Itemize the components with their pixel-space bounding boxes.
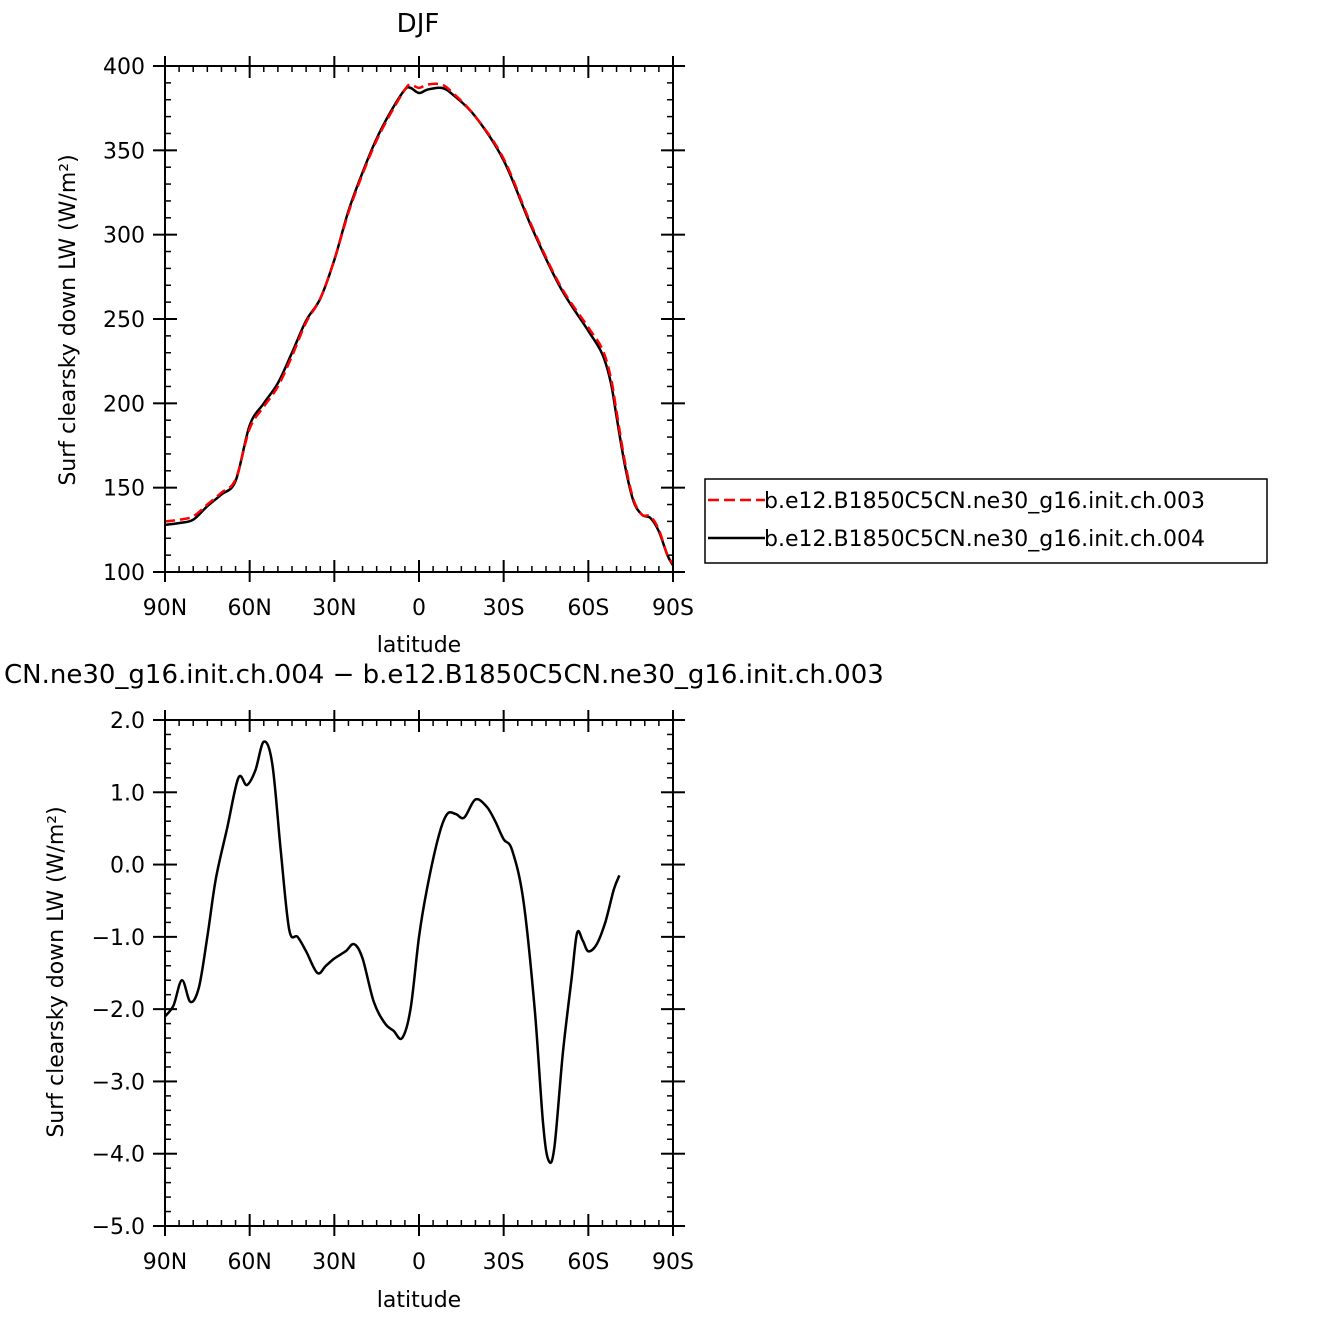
bottom-panel-ylabel: Surf clearsky down LW (W/m²) [44, 806, 69, 1137]
top-series-line-1 [164, 85, 675, 566]
bottom-panel-xlabel: latitude [377, 1288, 461, 1313]
top-x-tick-label: 30S [483, 596, 525, 621]
bottom-x-tick-label: 30N [312, 1250, 356, 1275]
top-y-tick-label: 200 [103, 392, 145, 417]
bottom-panel-ticks: 90N 60N 30N 0 30S 60S 90S 2.0 1.0 0.0 −1.0 −2.0 −3.0… [92, 709, 694, 1275]
bottom-y-tick-label: −4.0 [92, 1143, 145, 1168]
bottom-y-tick-label: 0.0 [110, 854, 145, 879]
top-y-tick-label: 350 [103, 139, 145, 164]
bottom-panel-title: CN.ne30_g16.init.ch.004 − b.e12.B1850C5C… [4, 660, 884, 690]
top-x-tick-label: 60N [227, 596, 271, 621]
top-y-tick-label: 400 [103, 55, 145, 80]
bottom-x-tick-label: 30S [483, 1250, 525, 1275]
top-panel-frame [164, 65, 674, 573]
top-panel-ticks: 90N 60N 30N 0 30S 60S 90S 400 350 300 250 200 150 100 [103, 55, 694, 621]
bottom-x-tick-label: 60N [227, 1250, 271, 1275]
top-x-tick-label: 60S [567, 596, 609, 621]
top-panel-lines [164, 82, 675, 566]
bottom-y-tick-label: −3.0 [92, 1070, 145, 1095]
bottom-y-tick-label: −2.0 [92, 998, 145, 1023]
bottom-y-tick-label: −1.0 [92, 926, 145, 951]
top-y-tick-label: 150 [103, 477, 145, 502]
bottom-x-tick-label: 90S [652, 1250, 694, 1275]
top-x-tick-label: 30N [312, 596, 356, 621]
bottom-panel: CN.ne30_g16.init.ch.004 − b.e12.B1850C5C… [4, 660, 884, 1313]
bottom-y-tick-label: 1.0 [110, 781, 145, 806]
top-panel-ylabel: Surf clearsky down LW (W/m²) [56, 154, 81, 485]
legend-label-ch003: b.e12.B1850C5CN.ne30_g16.init.ch.003 [764, 489, 1205, 514]
top-y-tick-label: 250 [103, 308, 145, 333]
top-series-line-0 [164, 82, 675, 565]
top-x-tick-label: 90N [143, 596, 187, 621]
bottom-x-tick-label: 90N [143, 1250, 187, 1275]
top-panel: DJF 90N 60N 30N 0 30S 60S 90S 400 350 300 250 200 15… [56, 9, 694, 658]
legend-box [704, 478, 1268, 564]
bottom-series-line-0 [164, 740, 621, 1165]
bottom-y-tick-label: −5.0 [92, 1215, 145, 1240]
legend-label-ch004: b.e12.B1850C5CN.ne30_g16.init.ch.004 [764, 527, 1205, 552]
bottom-panel-lines [164, 740, 621, 1165]
bottom-y-tick-label: 2.0 [110, 709, 145, 734]
top-y-tick-label: 100 [103, 561, 145, 586]
top-y-tick-label: 300 [103, 224, 145, 249]
bottom-x-tick-label: 0 [412, 1250, 426, 1275]
bottom-x-tick-label: 60S [567, 1250, 609, 1275]
top-panel-xlabel: latitude [377, 633, 461, 658]
legend: b.e12.B1850C5CN.ne30_g16.init.ch.003 b.e… [704, 478, 1268, 564]
bottom-panel-frame [164, 719, 674, 1227]
top-panel-title: DJF [397, 9, 440, 39]
top-x-tick-label: 90S [652, 596, 694, 621]
top-x-tick-label: 0 [412, 596, 426, 621]
